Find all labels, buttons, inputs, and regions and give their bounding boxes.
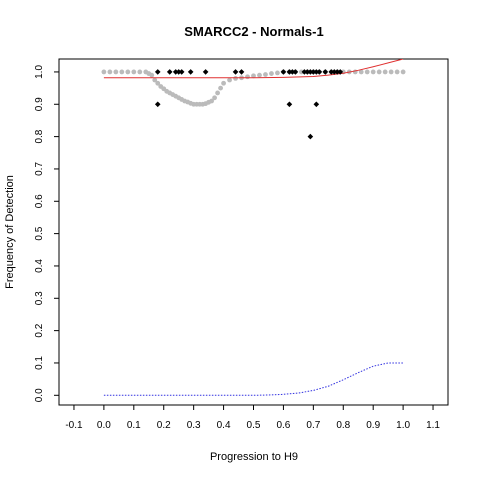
smoothed-point: [269, 71, 274, 76]
observed-point: [289, 69, 296, 75]
smoothed-point: [101, 69, 107, 75]
observed-point: [286, 69, 293, 75]
smoothed-point: [131, 69, 137, 75]
fit-line: [103, 59, 404, 79]
x-axis: -0.1 0.0 0.1 0.2 0.3 0.4 0.5 0.6 0.7 0.8 0.9 1.0 1.1: [65, 405, 440, 431]
smoothed-point: [388, 69, 394, 75]
smoothed-point: [233, 76, 238, 81]
observed-point: [166, 69, 173, 75]
smoothed-point: [275, 70, 280, 76]
observed-point: [280, 69, 287, 75]
x-tick-label: 0.9: [366, 420, 380, 431]
smoothed-point: [382, 69, 388, 75]
smoothed-point: [245, 74, 250, 80]
x-tick-label: 0.7: [306, 420, 320, 431]
plot-marks: [101, 59, 406, 396]
smoothed-point: [137, 69, 143, 75]
observed-point: [307, 69, 314, 75]
smoothed-point: [251, 73, 256, 79]
smoothed-point: [298, 69, 304, 75]
smoothed-point: [212, 95, 218, 101]
observed-point: [337, 69, 344, 75]
y-tick-label: 0.8: [34, 129, 45, 143]
plot-frame: [58, 58, 449, 406]
chart-title: SMARCC2 - Normals-1: [184, 24, 323, 39]
observed-point: [328, 69, 335, 75]
x-tick-label: 0.1: [127, 420, 141, 431]
x-tick-label: 0.3: [187, 420, 201, 431]
observed-point: [232, 69, 239, 75]
observed-point: [334, 69, 341, 75]
smoothed-point: [119, 69, 125, 75]
lower-bound-line: [103, 362, 404, 396]
x-tick-label: 0.6: [276, 420, 290, 431]
observed-point: [301, 69, 308, 75]
smoothed-point: [209, 98, 215, 104]
y-tick-label: 0.2: [34, 323, 45, 337]
observed-point: [316, 69, 323, 75]
smoothed-point: [215, 90, 220, 96]
smoothed-point: [152, 77, 158, 83]
smoothed-point: [364, 69, 370, 75]
observed-point: [304, 69, 311, 75]
smoothed-point: [263, 72, 268, 77]
y-tick-label: 0.1: [34, 356, 45, 370]
observed-point: [286, 101, 293, 108]
observed-point: [310, 69, 317, 75]
x-tick-label: 0.8: [336, 420, 350, 431]
observed-point: [154, 69, 161, 75]
smoothed-point: [227, 77, 232, 83]
observed-point: [322, 69, 329, 75]
smoothed-point: [155, 80, 161, 86]
smoothed-point: [221, 80, 226, 86]
smoothed-point: [358, 69, 364, 75]
smoothed-point: [394, 69, 400, 75]
observed-point: [313, 101, 320, 108]
smoothed-point: [376, 69, 382, 75]
observed-point: [178, 69, 185, 75]
y-tick-label: 0.9: [34, 97, 45, 111]
x-tick-label: 0.4: [217, 420, 231, 431]
smoothed-point: [125, 69, 131, 75]
observed-point: [187, 69, 194, 75]
observed-point: [313, 69, 320, 75]
x-tick-label: 1.0: [396, 420, 410, 431]
x-tick-label: -0.1: [65, 420, 83, 431]
y-tick-label: 0.4: [34, 259, 45, 273]
x-axis-label: Progression to H9: [210, 451, 298, 463]
y-tick-label: 1.0: [34, 65, 45, 79]
y-tick-label: 0.7: [34, 162, 45, 176]
y-tick-label: 0.6: [34, 194, 45, 208]
observed-point: [331, 69, 338, 75]
x-tick-label: 1.1: [426, 420, 440, 431]
x-tick-label: 0.2: [157, 420, 171, 431]
y-tick-label: 0.0: [34, 388, 45, 402]
smoothed-point: [107, 69, 113, 75]
y-tick-label: 0.5: [34, 226, 45, 240]
x-tick-label: 0.0: [97, 420, 111, 431]
observed-point: [292, 69, 299, 75]
smoothed-point: [218, 85, 223, 91]
observed-point: [307, 133, 314, 140]
smoothed-point: [113, 69, 119, 75]
observed-point: [238, 69, 245, 75]
smoothed-point: [257, 72, 262, 78]
observed-point: [154, 101, 161, 108]
observed-point: [175, 69, 182, 75]
smoothed-point: [370, 69, 376, 75]
observed-point: [172, 69, 179, 75]
smoothed-point: [400, 69, 406, 75]
y-axis: 0.0 0.1 0.2 0.3 0.4 0.5 0.6 0.7 0.8 0.9 1.0: [34, 65, 59, 402]
smoothed-point: [149, 72, 155, 78]
y-tick-label: 0.3: [34, 291, 45, 305]
y-axis-label: Frequency of Detection: [4, 175, 16, 289]
observed-point: [202, 69, 209, 75]
x-tick-label: 0.5: [247, 420, 261, 431]
